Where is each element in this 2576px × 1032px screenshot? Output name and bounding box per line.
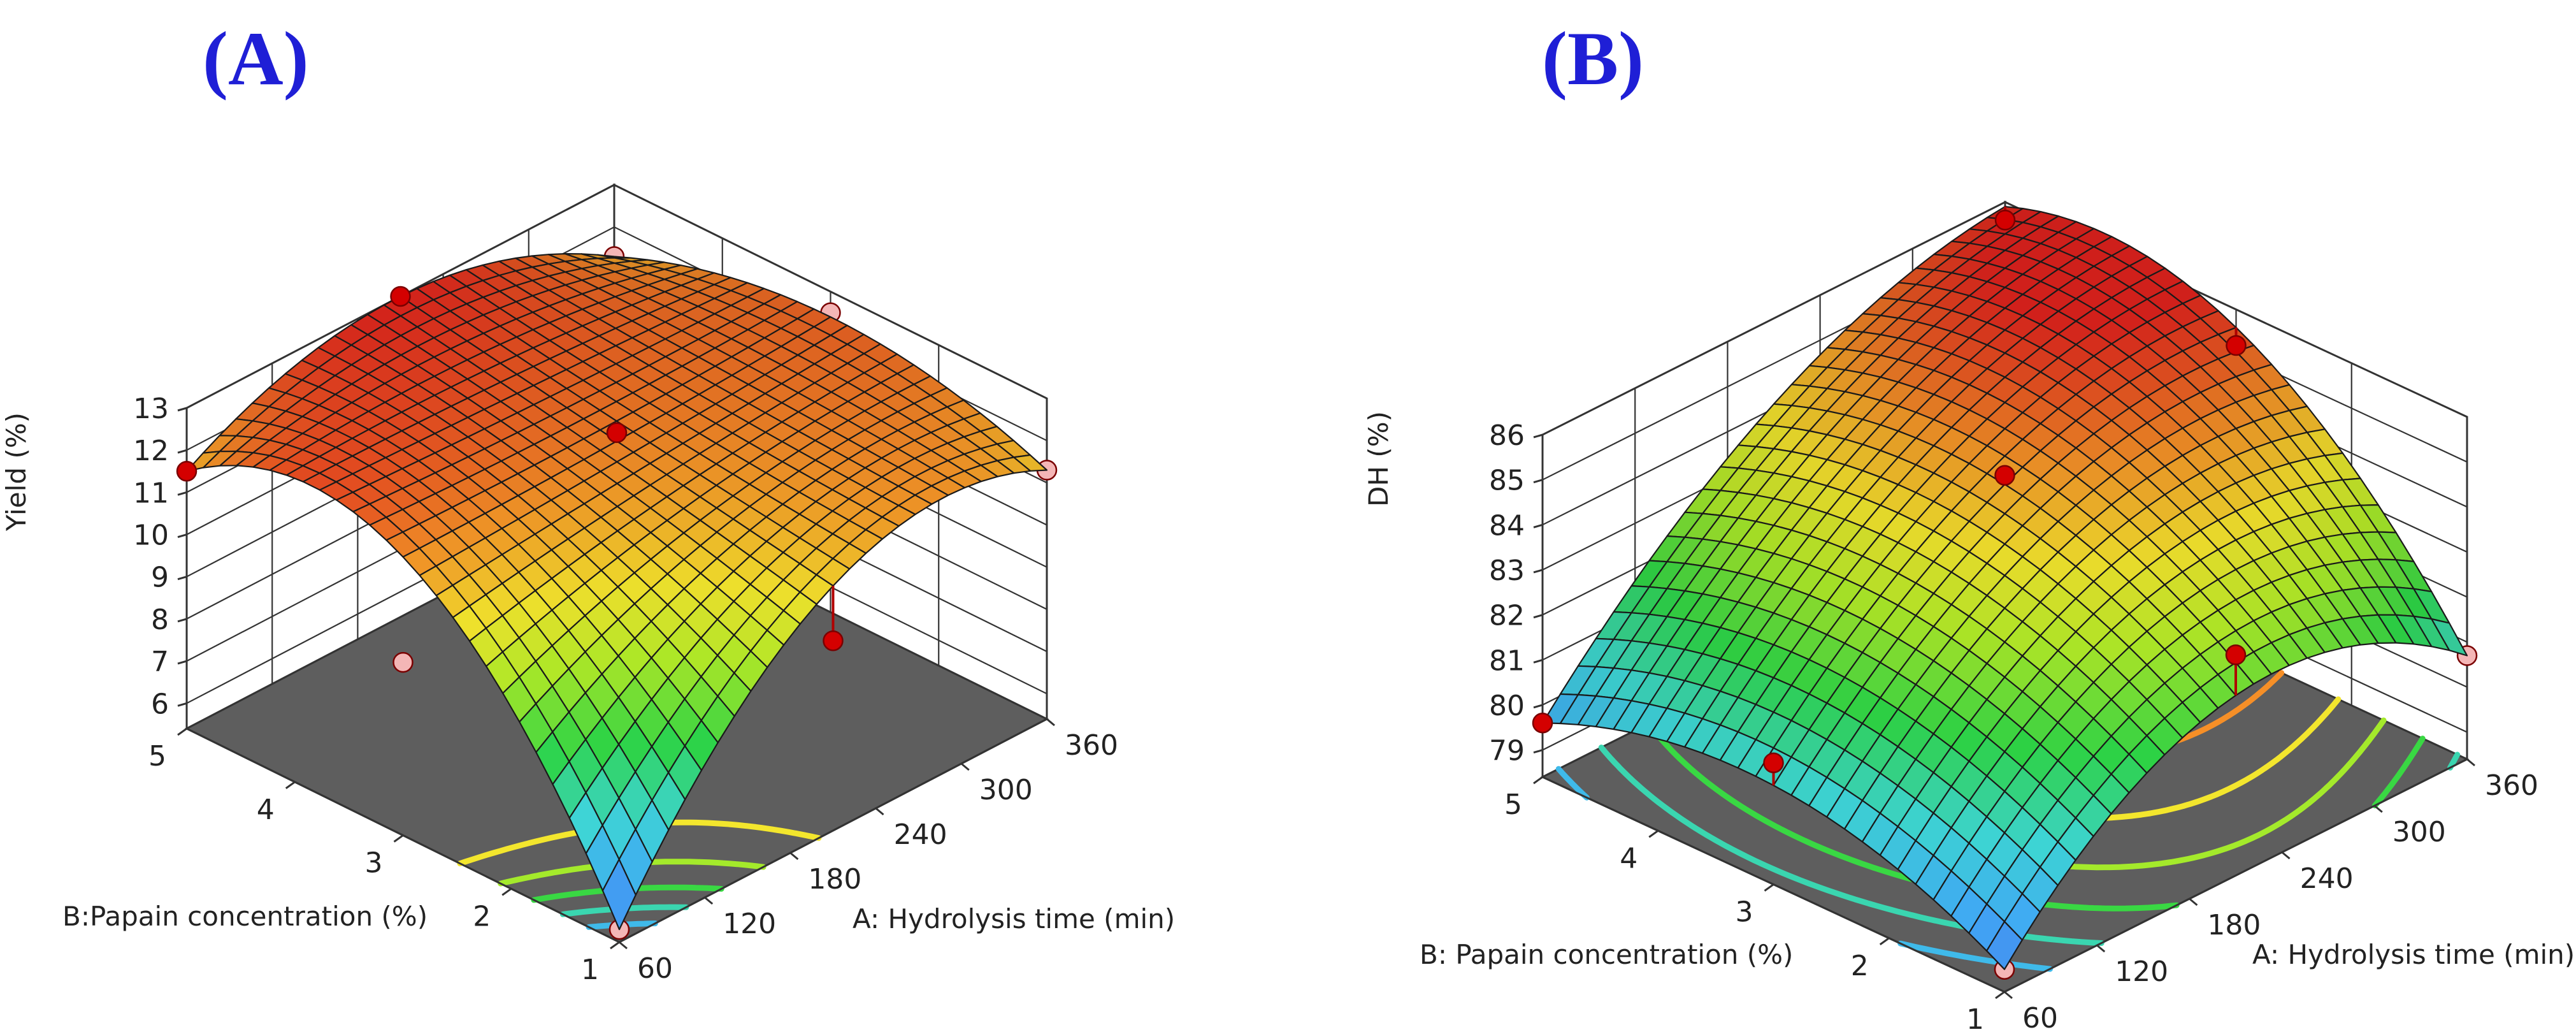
y-tick-label: 2 bbox=[473, 900, 491, 933]
z-tick-label: 80 bbox=[1489, 690, 1525, 722]
x-tick-label: 360 bbox=[1065, 729, 1118, 762]
x-tick-label: 240 bbox=[894, 818, 947, 851]
design-point bbox=[176, 461, 198, 482]
x-tick-label: 120 bbox=[723, 908, 776, 940]
z-tick-label: 86 bbox=[1489, 419, 1525, 452]
panel-0-surface bbox=[185, 253, 1048, 931]
y-tick-label: 1 bbox=[1966, 1003, 1984, 1032]
panel-b-y-axis-title: B: Papain concentration (%) bbox=[1420, 939, 1793, 970]
x-tick-label: 300 bbox=[2393, 816, 2446, 848]
y-tick-label: 3 bbox=[1736, 896, 1753, 929]
panel-0-points-above bbox=[176, 286, 844, 651]
x-tick-label: 180 bbox=[808, 863, 861, 896]
z-tick-label: 8 bbox=[151, 604, 169, 636]
panel-1-surface bbox=[1541, 206, 2468, 970]
z-tick-label: 7 bbox=[151, 646, 169, 678]
z-tick-label: 12 bbox=[133, 435, 169, 467]
y-tick-label: 4 bbox=[257, 794, 275, 826]
z-tick-label: 83 bbox=[1489, 555, 1525, 587]
z-tick-label: 13 bbox=[133, 393, 169, 425]
z-tick-label: 9 bbox=[151, 562, 169, 594]
design-point bbox=[2225, 644, 2247, 665]
x-tick-label: 240 bbox=[2300, 862, 2354, 895]
panel-a-x-axis-title: A: Hydrolysis time (min) bbox=[853, 903, 1175, 934]
design-point bbox=[390, 286, 411, 307]
panel-a-z-axis-title: Yield (%) bbox=[1, 412, 32, 532]
panel-b: 79 80 81 82 83 84 85 86 60 120 180 240 300 360 1 2 3 4 5 (B… bbox=[1363, 16, 2575, 1032]
panel-1-plot: 79 80 81 82 83 84 85 86 60 120 180 240 300 360 1 2 3 4 5 bbox=[1489, 200, 2538, 1032]
surface-cell bbox=[601, 859, 637, 931]
design-point bbox=[1763, 752, 1784, 773]
design-point bbox=[1994, 465, 2015, 486]
panel-b-z-axis-title: DH (%) bbox=[1363, 411, 1394, 507]
x-tick-label: 360 bbox=[2485, 769, 2538, 802]
y-tick-label: 5 bbox=[1504, 789, 1522, 821]
z-tick-label: 85 bbox=[1489, 465, 1525, 497]
y-tick-label: 2 bbox=[1851, 950, 1869, 982]
z-tick-label: 11 bbox=[133, 477, 169, 509]
z-tick-label: 84 bbox=[1489, 509, 1525, 542]
y-tick-label: 1 bbox=[581, 954, 599, 986]
z-tick-label: 82 bbox=[1489, 600, 1525, 632]
design-point bbox=[606, 422, 628, 444]
z-tick-label: 6 bbox=[151, 688, 169, 720]
panel-b-letter: (B) bbox=[1542, 16, 1644, 101]
y-tick-label: 4 bbox=[1620, 842, 1637, 875]
panel-b-x-axis-title: A: Hydrolysis time (min) bbox=[2252, 939, 2575, 970]
x-tick-label: 60 bbox=[637, 952, 673, 985]
panel-1-points-above bbox=[1532, 207, 2247, 786]
x-tick-label: 60 bbox=[2022, 1002, 2058, 1032]
design-point bbox=[1532, 712, 1553, 734]
z-tick-label: 81 bbox=[1489, 644, 1525, 677]
y-tick-label: 5 bbox=[148, 740, 166, 773]
design-point bbox=[823, 630, 844, 651]
design-point bbox=[392, 651, 414, 673]
panel-1-ticks: 79 80 81 82 83 84 85 86 60 120 180 240 300 360 1 2 3 4 5 bbox=[1489, 419, 2538, 1032]
z-tick-label: 79 bbox=[1489, 735, 1525, 767]
panel-a-letter: (A) bbox=[203, 16, 309, 101]
design-point bbox=[2226, 335, 2247, 356]
z-tick-label: 10 bbox=[133, 520, 169, 552]
x-tick-label: 300 bbox=[979, 774, 1033, 806]
surface-cell bbox=[1986, 920, 2023, 970]
y-tick-label: 3 bbox=[365, 847, 383, 880]
x-tick-label: 120 bbox=[2115, 956, 2168, 988]
design-point bbox=[1994, 210, 2016, 231]
panel-a-y-axis-title: B:Papain concentration (%) bbox=[62, 901, 428, 932]
x-tick-label: 180 bbox=[2207, 909, 2261, 941]
